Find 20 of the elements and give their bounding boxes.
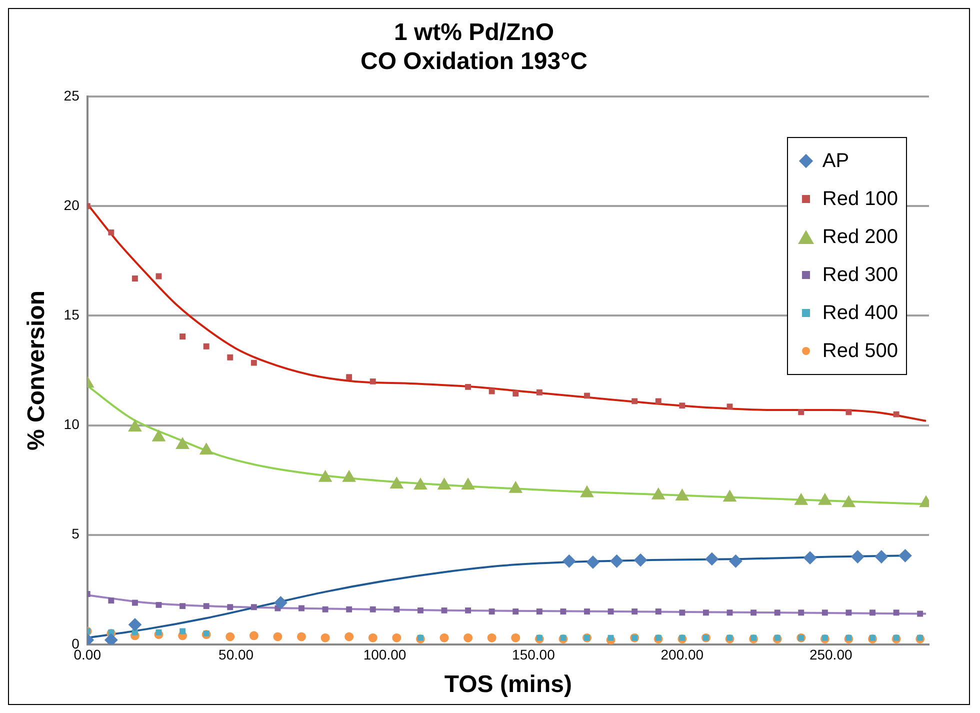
y-tick-label: 20 [64,197,80,214]
y-tick-label: 25 [64,87,80,104]
y-tick-label: 0 [72,635,80,652]
y-tick-label: 5 [72,526,80,542]
y-tick-label: 10 [64,416,80,432]
legend-label: Red 300 [822,263,898,288]
legend-label: Red 400 [822,301,898,326]
x-axis-title: TOS (mins) [444,671,572,698]
chart-title: 1 wt% Pd/ZnO CO Oxidation 193°C [360,19,588,75]
legend-label: AP [822,149,850,174]
x-tick-label: 150.00 [512,646,556,663]
x-tick-label: 250.00 [809,646,852,663]
x-tick-label: 50.00 [218,646,254,663]
legend-label: Red 500 [822,339,898,364]
legend-label: Red 100 [822,187,898,212]
x-tick-label: 100.00 [363,646,406,663]
y-axis-title: % Conversion [23,290,50,451]
x-tick-label: 200.00 [660,646,704,663]
legend-label: Red 200 [822,225,898,250]
y-tick-label: 15 [64,306,80,323]
